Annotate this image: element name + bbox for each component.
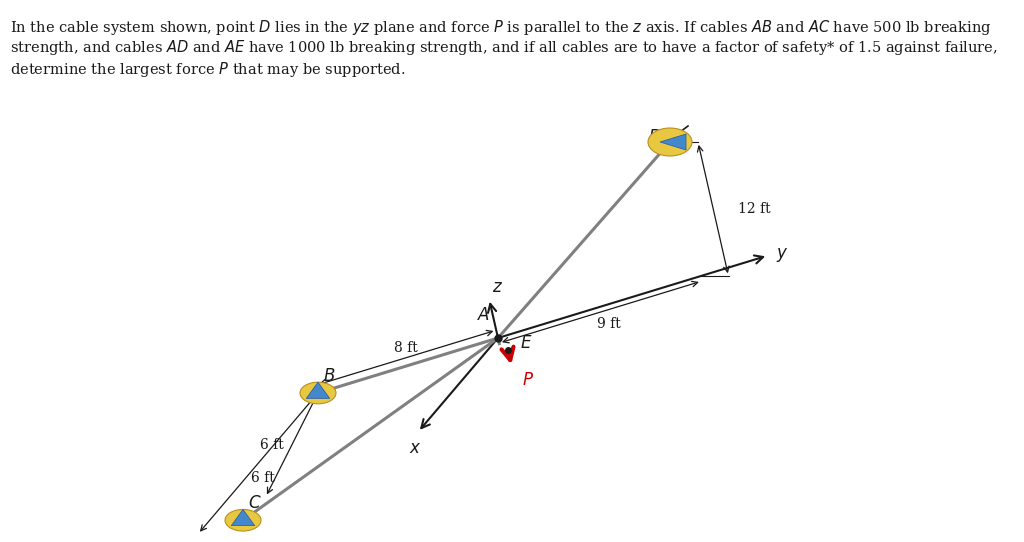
Text: $P$: $P$ xyxy=(522,372,534,389)
Text: determine the largest force $P$ that may be supported.: determine the largest force $P$ that may… xyxy=(10,60,406,79)
Text: $E$: $E$ xyxy=(520,335,532,352)
Text: 12 ft: 12 ft xyxy=(738,202,771,216)
Polygon shape xyxy=(306,382,330,398)
Text: 8 ft: 8 ft xyxy=(394,341,418,354)
Text: $y$: $y$ xyxy=(776,247,788,264)
Text: $z$: $z$ xyxy=(493,279,503,296)
Text: strength, and cables $AD$ and $AE$ have 1000 lb breaking strength, and if all ca: strength, and cables $AD$ and $AE$ have … xyxy=(10,38,997,57)
Text: 6 ft: 6 ft xyxy=(251,472,274,486)
Text: $C$: $C$ xyxy=(248,495,261,512)
Ellipse shape xyxy=(225,509,261,531)
Text: 9 ft: 9 ft xyxy=(597,317,621,331)
Text: $D$: $D$ xyxy=(648,128,662,145)
Polygon shape xyxy=(660,134,686,150)
Ellipse shape xyxy=(300,382,336,404)
Text: In the cable system shown, point $D$ lies in the $yz$ plane and force $P$ is par: In the cable system shown, point $D$ lie… xyxy=(10,18,991,37)
Text: $B$: $B$ xyxy=(323,368,336,385)
Ellipse shape xyxy=(648,128,692,156)
Text: $A$: $A$ xyxy=(477,307,490,324)
Text: 6 ft: 6 ft xyxy=(260,438,284,452)
Polygon shape xyxy=(231,509,255,526)
Text: $x$: $x$ xyxy=(409,440,421,457)
